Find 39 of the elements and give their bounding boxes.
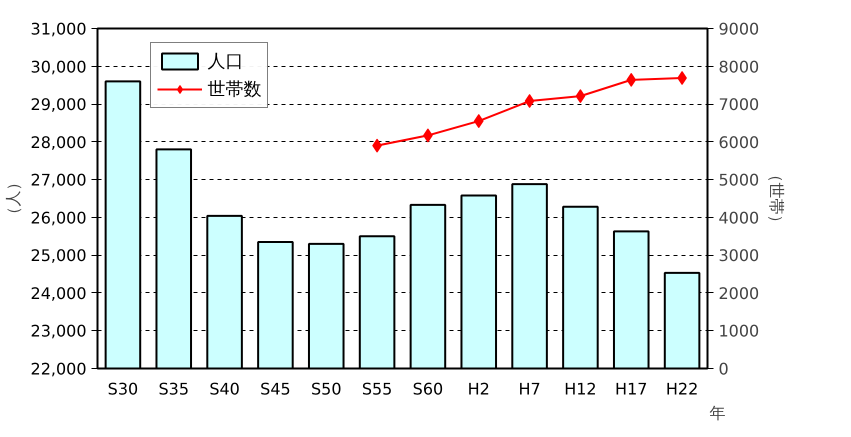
y2-tick-label: 6000 [718, 132, 760, 152]
y-axis-title: （人） [4, 174, 23, 222]
y-tick-label: 29,000 [30, 95, 86, 114]
y2-tick-label: 8000 [718, 57, 760, 76]
y-tick-label: 30,000 [30, 57, 86, 76]
x-tick-label: H12 [564, 380, 597, 398]
legend-label: 人口 [207, 50, 244, 73]
y2-tick-label: 7000 [718, 95, 760, 114]
x-tick-label: S30 [108, 380, 138, 398]
x-tick-label: S45 [260, 380, 291, 398]
x-tick-label: S40 [209, 380, 240, 398]
point [626, 72, 636, 87]
point [474, 114, 484, 128]
x-axis-title: 年 [710, 404, 726, 422]
y2-tick-label: 3000 [718, 246, 760, 266]
y-tick-label: 24,000 [30, 284, 86, 303]
x-tick-label: H22 [666, 380, 698, 398]
y-tick-label: 28,000 [30, 132, 86, 152]
y2-tick-label: 2000 [718, 284, 760, 303]
x-tick-label: H7 [518, 380, 541, 398]
x-tick-label: H2 [468, 380, 490, 398]
y2-tick-label: 1000 [718, 322, 760, 341]
y-tick-label: 31,000 [30, 20, 86, 38]
x-tick-label: S50 [310, 380, 342, 398]
x-tick-label: S55 [362, 380, 392, 398]
y-tick-label: 23,000 [30, 322, 86, 341]
y-tick-label: 25,000 [30, 246, 86, 266]
y-tick-label: 27,000 [30, 170, 86, 190]
y-tick-label: 22,000 [30, 360, 86, 378]
legend-label: 世帯数 [207, 78, 262, 101]
y2-axis-title: （世帯） [767, 166, 786, 230]
x-tick-label: S60 [412, 380, 444, 398]
x-tick-label: H17 [615, 380, 648, 398]
x-tick-label: S35 [158, 380, 190, 398]
y2-tick-label: 4000 [718, 208, 760, 228]
y2-tick-label: 0 [718, 360, 729, 378]
y-tick-label: 26,000 [30, 208, 86, 228]
y2-tick-label: 5000 [718, 170, 760, 190]
y2-tick-label: 9000 [718, 20, 760, 38]
